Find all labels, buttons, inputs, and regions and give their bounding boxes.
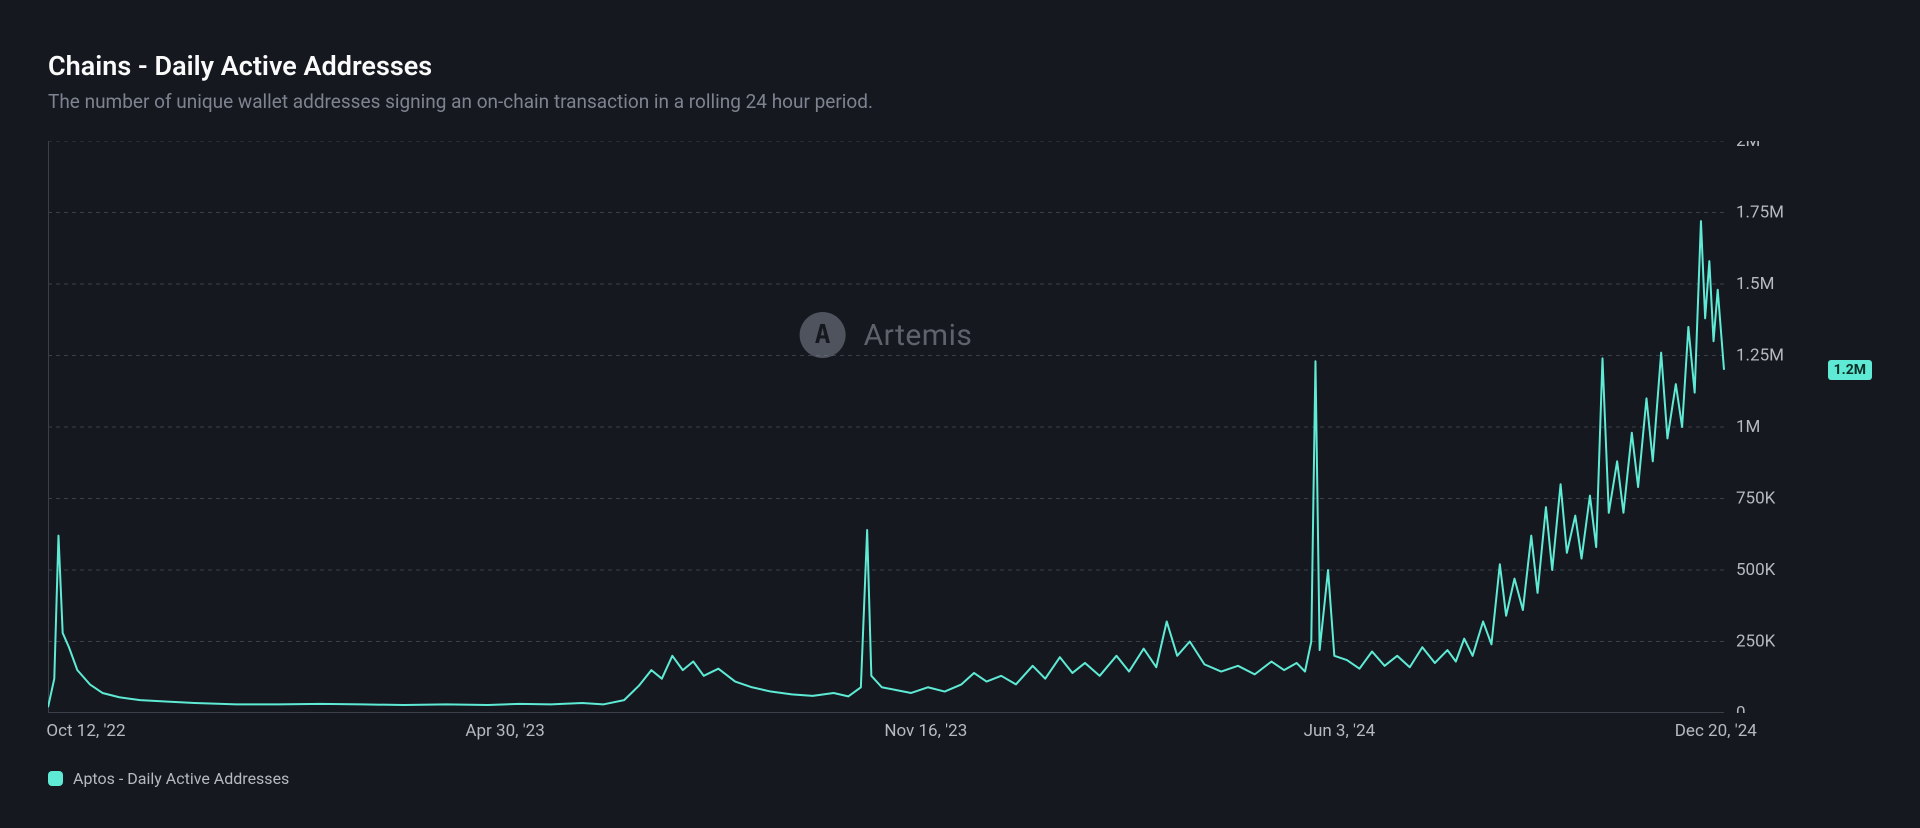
svg-text:750K: 750K [1736,489,1776,509]
x-axis: Oct 12, '22 Apr 30, '23 Nov 16, '23 Jun 3, … [48,721,1794,747]
line-chart-svg: 0 250K 500K 750K 1M 1.25M 1.5M 1.75M 2M [48,141,1794,713]
svg-text:1.25M: 1.25M [1736,346,1784,366]
last-value-badge: 1.2M [1828,360,1872,380]
svg-text:1.75M: 1.75M [1736,203,1784,223]
legend: Aptos - Daily Active Addresses [48,769,1872,788]
x-axis-label: Nov 16, '23 [884,721,967,741]
svg-text:0: 0 [1736,703,1746,713]
page-subtitle: The number of unique wallet addresses si… [48,90,1872,113]
svg-text:250K: 250K [1736,632,1776,652]
x-axis-label: Apr 30, '23 [465,721,544,741]
legend-label: Aptos - Daily Active Addresses [73,769,289,788]
chart-area[interactable]: 0250K500K750K1M1.25M1.5M1.75M2M A Artemi… [48,141,1872,713]
legend-swatch [48,771,63,786]
x-axis-label: Jun 3, '24 [1304,721,1376,741]
page-title: Chains - Daily Active Addresses [48,50,1872,82]
svg-text:1M: 1M [1736,417,1760,437]
x-axis-label: Oct 12, '22 [46,721,125,741]
svg-text:1.5M: 1.5M [1736,274,1774,294]
x-axis-label: Dec 20, '24 [1675,721,1757,741]
svg-text:500K: 500K [1736,560,1776,580]
svg-text:2M: 2M [1736,141,1760,151]
